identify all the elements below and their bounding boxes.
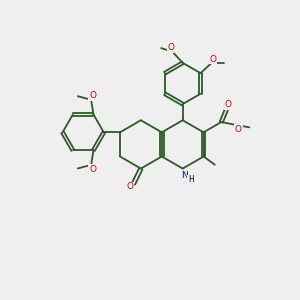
Text: O: O bbox=[89, 164, 96, 173]
Text: O: O bbox=[224, 100, 231, 109]
Text: O: O bbox=[167, 43, 174, 52]
Text: O: O bbox=[235, 124, 242, 134]
Text: N: N bbox=[181, 170, 188, 179]
Text: O: O bbox=[89, 91, 96, 100]
Text: O: O bbox=[210, 55, 217, 64]
Text: H: H bbox=[188, 175, 194, 184]
Text: O: O bbox=[126, 182, 133, 191]
